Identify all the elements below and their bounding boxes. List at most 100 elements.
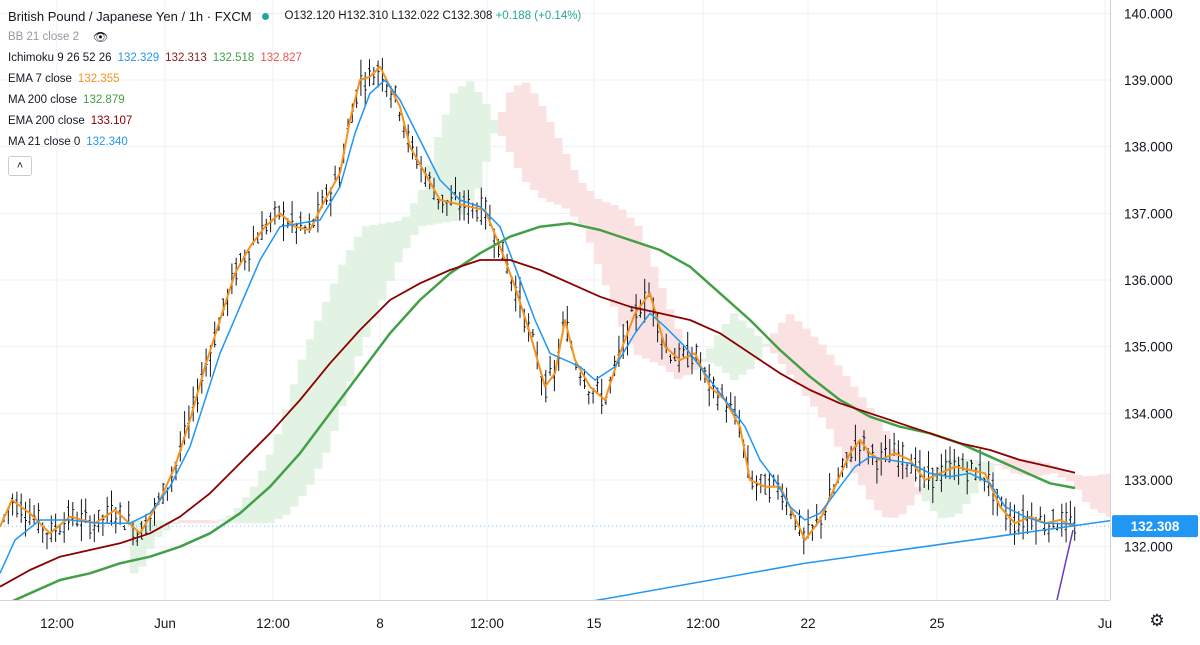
cloud-segment bbox=[674, 328, 683, 380]
change-value: +0.188 (+0.14%) bbox=[495, 10, 582, 22]
cloud-segment bbox=[418, 190, 427, 227]
cloud-segment bbox=[322, 302, 331, 453]
title-row: British Pound / Japanese Yen / 1h 1h · F… bbox=[8, 6, 581, 27]
legend-ichimoku[interactable]: Ichimoku 9 26 52 26 132.329 132.313 132.… bbox=[8, 48, 581, 69]
cloud-segment bbox=[522, 82, 531, 182]
x-tick-label: 12:00 bbox=[470, 616, 504, 631]
legend-ema200[interactable]: EMA 200 close 133.107 bbox=[8, 111, 581, 132]
cloud-segment bbox=[842, 376, 851, 463]
symbol-name[interactable]: British Pound / Japanese Yen bbox=[8, 9, 178, 24]
cloud-segment bbox=[586, 191, 595, 243]
grid bbox=[0, 0, 1110, 600]
ichimoku-base: 132.313 bbox=[165, 52, 207, 64]
cloud-segment bbox=[1058, 469, 1067, 478]
low-value: L132.022 bbox=[391, 10, 440, 22]
cloud-segment bbox=[882, 431, 891, 518]
cloud-segment bbox=[306, 339, 315, 485]
legend-ma21[interactable]: MA 21 close 0 132.340 bbox=[8, 132, 581, 153]
legend-ema7[interactable]: EMA 7 close 132.355 bbox=[8, 69, 581, 90]
drawing-line-purple bbox=[1056, 529, 1074, 601]
cloud-segment bbox=[346, 250, 355, 382]
series-ma-21-close-0 bbox=[0, 79, 1076, 574]
series-trendline bbox=[579, 519, 1116, 605]
cloud-segment bbox=[698, 359, 707, 362]
y-tick-label: 134.000 bbox=[1124, 406, 1173, 421]
cloud-segment bbox=[1098, 474, 1107, 514]
cloud-segment bbox=[530, 93, 539, 190]
cloud-segment bbox=[482, 104, 491, 162]
settings-gear-icon[interactable]: ⚙︎ bbox=[1149, 611, 1165, 630]
cloud-segment bbox=[994, 464, 1003, 466]
ichimoku-span-b: 132.827 bbox=[260, 52, 302, 64]
collapse-legend-button[interactable]: ˄ bbox=[8, 156, 32, 176]
cloud-segment bbox=[954, 457, 963, 514]
ichimoku-conversion: 132.329 bbox=[117, 52, 160, 64]
cloud-segment bbox=[610, 205, 619, 307]
cloud-segment bbox=[314, 320, 323, 469]
ema200-value: 133.107 bbox=[90, 115, 133, 127]
ema200-label: EMA 200 close bbox=[8, 115, 85, 127]
cloud-segment bbox=[1082, 476, 1091, 502]
cloud-segment bbox=[394, 221, 403, 263]
y-tick-label: 140.000 bbox=[1124, 6, 1173, 21]
y-tick-label: 138.000 bbox=[1124, 140, 1173, 155]
x-tick-label: 12:00 bbox=[40, 616, 74, 631]
x-tick-label: 12:00 bbox=[686, 616, 720, 631]
cloud-segment bbox=[658, 288, 667, 366]
indicator-lines bbox=[0, 65, 1116, 608]
y-tick-label: 136.000 bbox=[1124, 273, 1173, 288]
cloud-segment bbox=[546, 122, 555, 202]
x-tick-label: 25 bbox=[929, 616, 944, 631]
y-tick-label: 137.000 bbox=[1124, 206, 1173, 221]
cloud-segment bbox=[930, 473, 939, 512]
ohlc-values: O132.120 H132.310 L132.022 C132.308 +0.1… bbox=[285, 6, 582, 27]
cloud-segment bbox=[1050, 465, 1059, 474]
cloud-segment bbox=[914, 487, 923, 495]
ichimoku-label: Ichimoku 9 26 52 26 bbox=[8, 52, 112, 64]
cloud-segment bbox=[1042, 462, 1051, 475]
legend-bb[interactable]: BB 21 close 2 👁︎ bbox=[8, 27, 581, 48]
open-value: O132.120 bbox=[284, 10, 336, 22]
cloud-segment bbox=[1066, 473, 1075, 482]
cloud-segment bbox=[434, 136, 443, 224]
cloud-segment bbox=[338, 264, 347, 407]
cloud-segment bbox=[578, 183, 587, 225]
cloud-segment bbox=[466, 81, 475, 202]
cloud-segment bbox=[706, 348, 715, 363]
hidden-eye-icon[interactable]: 👁︎ bbox=[92, 30, 109, 44]
cloud-segment bbox=[778, 322, 787, 364]
y-tick-label: 132.000 bbox=[1124, 540, 1173, 555]
cloud-segment bbox=[650, 266, 659, 363]
cloud-segment bbox=[290, 384, 299, 507]
cloud-segment bbox=[442, 114, 451, 223]
bb-label: BB 21 close 2 bbox=[8, 31, 79, 43]
legend-ma200[interactable]: MA 200 close 132.879 bbox=[8, 90, 581, 111]
cloud-segment bbox=[218, 519, 227, 522]
cloud-segment bbox=[898, 464, 907, 515]
cloud-segment bbox=[402, 216, 411, 249]
cloud-segment bbox=[722, 324, 731, 373]
cloud-segment bbox=[178, 520, 187, 524]
cloud-segment bbox=[1034, 461, 1043, 476]
cloud-segment bbox=[922, 484, 931, 502]
cloud-segment bbox=[250, 486, 259, 524]
cloud-segment bbox=[906, 474, 915, 506]
series-ema-200-close bbox=[0, 259, 1076, 588]
cloud-segment bbox=[970, 460, 979, 494]
y-tick-label: 139.000 bbox=[1124, 73, 1173, 88]
cloud-segment bbox=[1018, 458, 1027, 475]
x-tick-label: 22 bbox=[800, 616, 815, 631]
cloud-segment bbox=[514, 85, 523, 168]
ma200-value: 132.879 bbox=[83, 94, 125, 106]
cloud-segment bbox=[1090, 475, 1099, 510]
cloud-segment bbox=[538, 106, 547, 198]
cloud-segment bbox=[242, 497, 251, 524]
cloud-segment bbox=[186, 520, 195, 524]
x-tick-label: Ju bbox=[1098, 616, 1112, 631]
cloud-segment bbox=[554, 138, 563, 205]
cloud-segment bbox=[802, 328, 811, 396]
cloud-segment bbox=[642, 245, 651, 359]
close-value: C132.308 bbox=[442, 10, 493, 22]
